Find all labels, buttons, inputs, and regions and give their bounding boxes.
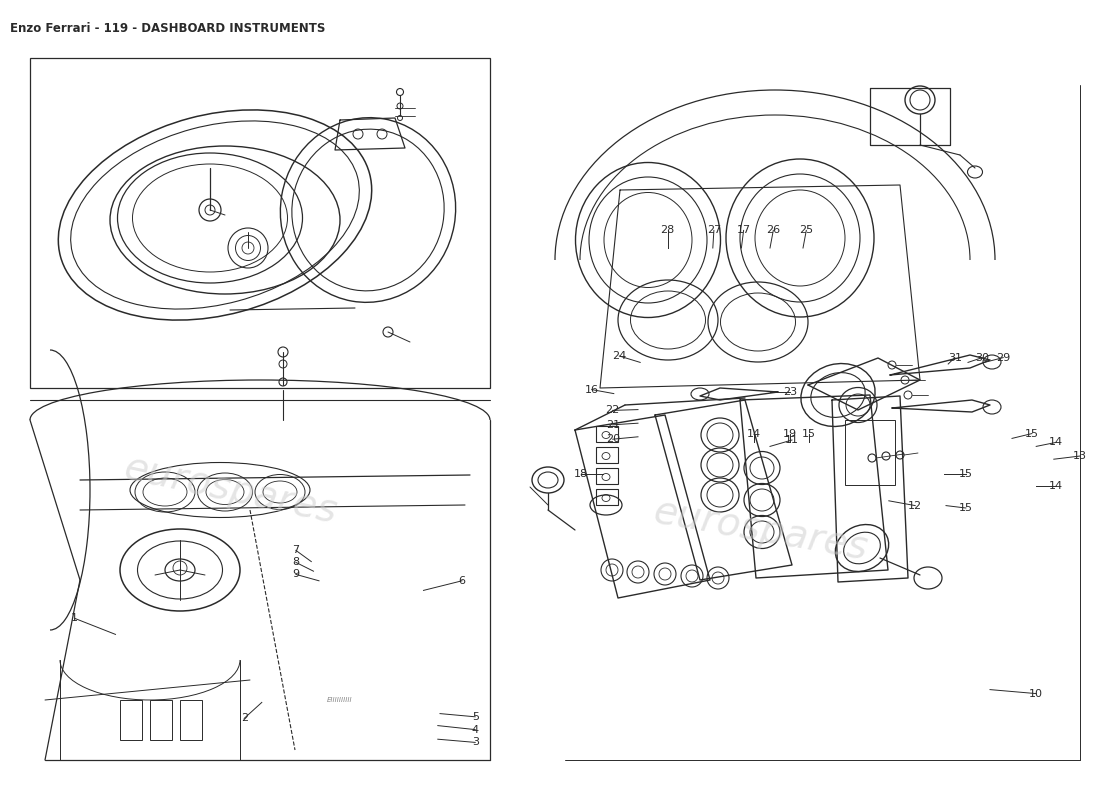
Text: 19: 19 [783,430,796,439]
Bar [180,700,202,740]
Text: 15: 15 [1025,429,1038,438]
Text: 15: 15 [959,469,972,478]
Text: 14: 14 [1049,438,1063,447]
Text: 10: 10 [1030,689,1043,698]
Text: 25: 25 [800,226,813,235]
Text: 31: 31 [948,353,961,362]
Text: 23: 23 [783,387,796,397]
Text: 15: 15 [959,503,972,513]
Bar [120,700,142,740]
Text: 20: 20 [606,434,619,444]
Text: 21: 21 [606,420,619,430]
Text: 5: 5 [472,712,478,722]
Text: eurospares: eurospares [650,493,870,567]
Bar [596,447,618,463]
Text: 22: 22 [606,406,619,415]
Text: 12: 12 [909,501,922,510]
Text: 14: 14 [1049,482,1063,491]
Text: eurospares: eurospares [120,449,340,531]
Text: 15: 15 [802,430,815,439]
Text: 1: 1 [72,614,78,623]
Text: 6: 6 [459,576,465,586]
Text: 29: 29 [997,353,1010,362]
Text: 28: 28 [661,226,674,235]
Text: 7: 7 [293,546,299,555]
Bar [845,420,895,485]
Text: 3: 3 [472,738,478,747]
Bar [596,489,618,505]
Text: 8: 8 [293,558,299,567]
Bar [30,58,489,388]
Bar [596,468,618,484]
Text: 17: 17 [737,226,750,235]
Text: 26: 26 [767,226,780,235]
Text: 30: 30 [976,353,989,362]
Bar [150,700,172,740]
Text: 24: 24 [613,351,626,361]
Text: Enzo Ferrari - 119 - DASHBOARD INSTRUMENTS: Enzo Ferrari - 119 - DASHBOARD INSTRUMEN… [10,22,326,35]
Text: 4: 4 [472,725,478,734]
Text: 18: 18 [574,469,587,478]
Text: 2: 2 [241,714,248,723]
Text: 16: 16 [585,385,598,394]
Text: 13: 13 [1074,451,1087,461]
Text: 14: 14 [747,430,760,439]
Text: 27: 27 [707,226,721,235]
Text: EIIIIIIIIII: EIIIIIIIIII [327,697,353,703]
Text: 9: 9 [293,570,299,579]
Bar [596,426,618,442]
Text: 11: 11 [785,435,799,445]
